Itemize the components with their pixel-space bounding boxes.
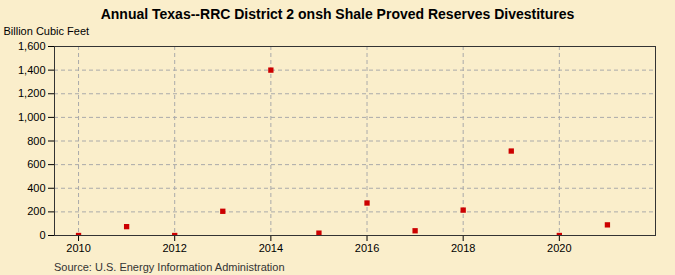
svg-text:600: 600 — [27, 158, 45, 170]
svg-text:2016: 2016 — [355, 242, 379, 254]
svg-text:1,000: 1,000 — [18, 111, 46, 123]
svg-text:2014: 2014 — [259, 242, 283, 254]
html-text:Source: U.S. Energy Informatio: Source: U.S. Energy Information Administ… — [54, 261, 285, 273]
svg-text:200: 200 — [27, 205, 45, 217]
svg-text:400: 400 — [27, 182, 45, 194]
svg-text:1,200: 1,200 — [18, 87, 46, 99]
svg-text:2020: 2020 — [547, 242, 571, 254]
svg-text:1,400: 1,400 — [18, 64, 46, 76]
svg-text:2012: 2012 — [162, 242, 186, 254]
svg-text:2018: 2018 — [451, 242, 475, 254]
html-text:Annual Texas--RRC District 2 o: Annual Texas--RRC District 2 onsh Shale … — [100, 6, 575, 22]
svg-text:Billion Cubic Feet: Billion Cubic Feet — [4, 25, 90, 37]
svg-text:800: 800 — [27, 135, 45, 147]
svg-text:2010: 2010 — [66, 242, 90, 254]
svg-text:1,600: 1,600 — [18, 40, 46, 52]
svg-text:0: 0 — [39, 229, 45, 241]
